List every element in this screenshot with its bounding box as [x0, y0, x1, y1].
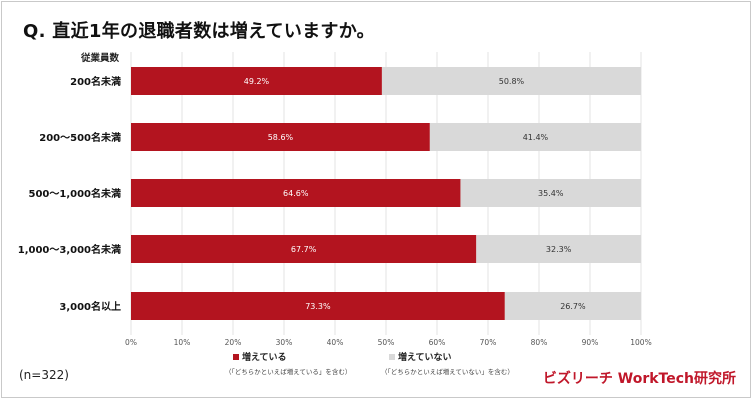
bar-segment [131, 123, 430, 151]
category-labels: 200名未満 200〜500名未満 500〜1,000名未満 1,000〜3,000名… [18, 75, 121, 313]
data-label: 49.2% [244, 77, 270, 86]
bar-segment [460, 179, 641, 207]
legend-swatch [389, 354, 395, 360]
legend-note: （「どちらかといえば増えていない」を含む） [381, 367, 514, 376]
bar-segment [381, 67, 641, 95]
bar-segment [429, 123, 641, 151]
bar-segment [131, 67, 382, 95]
bar-segment [131, 235, 477, 263]
x-tick-label: 30% [276, 338, 293, 347]
data-label: 41.4% [523, 133, 549, 142]
bar-segment [131, 292, 505, 320]
bar-segment [504, 292, 641, 320]
x-tick-labels: 0% 10% 20% 30% 40% 50% 60% 70% 80% 90% 100% [125, 338, 652, 347]
x-tick-label: 0% [125, 338, 137, 347]
category-header: 従業員数 [80, 52, 120, 64]
x-tick-label: 70% [480, 338, 497, 347]
data-label: 58.6% [268, 133, 294, 142]
x-tick-label: 100% [630, 338, 651, 347]
data-label: 64.6% [283, 189, 309, 198]
x-tick-label: 60% [429, 338, 446, 347]
legend-note: （「どちらかといえば増えている」を含む） [225, 367, 351, 376]
x-tick-label: 90% [582, 338, 599, 347]
bar-segment [131, 179, 461, 207]
data-label: 67.7% [291, 245, 317, 254]
x-tick-label: 80% [531, 338, 548, 347]
x-tick-label: 50% [378, 338, 395, 347]
data-label: 32.3% [546, 245, 572, 254]
brand-logo-text: ビズリーチ WorkTech研究所 [542, 371, 736, 387]
bars: 49.2% 50.8% 58.6% 41.4% 64.6% 35.4% 67.7% 32.3%… [131, 67, 641, 320]
x-tick-label: 10% [174, 338, 191, 347]
data-label: 73.3% [305, 302, 331, 311]
category-label: 500〜1,000名未満 [28, 187, 121, 200]
chart-title: Q. 直近1年の退職者数は増えていますか。 [23, 21, 375, 42]
data-label: 50.8% [499, 77, 525, 86]
sample-size-note: (n=322) [19, 368, 69, 382]
x-tick-label: 40% [327, 338, 344, 347]
x-tick-label: 20% [225, 338, 242, 347]
category-label: 3,000名以上 [59, 300, 121, 313]
category-label: 1,000〜3,000名未満 [18, 243, 121, 256]
bar-segment [476, 235, 641, 263]
legend-label: 増えている [242, 351, 287, 363]
category-label: 200名未満 [70, 75, 121, 88]
category-label: 200〜500名未満 [39, 131, 121, 144]
data-label: 26.7% [560, 302, 586, 311]
legend: 増えている （「どちらかといえば増えている」を含む） 増えていない （「どちらかといえ… [225, 351, 514, 376]
legend-label: 増えていない [398, 351, 452, 363]
legend-swatch [233, 354, 239, 360]
data-label: 35.4% [538, 189, 564, 198]
